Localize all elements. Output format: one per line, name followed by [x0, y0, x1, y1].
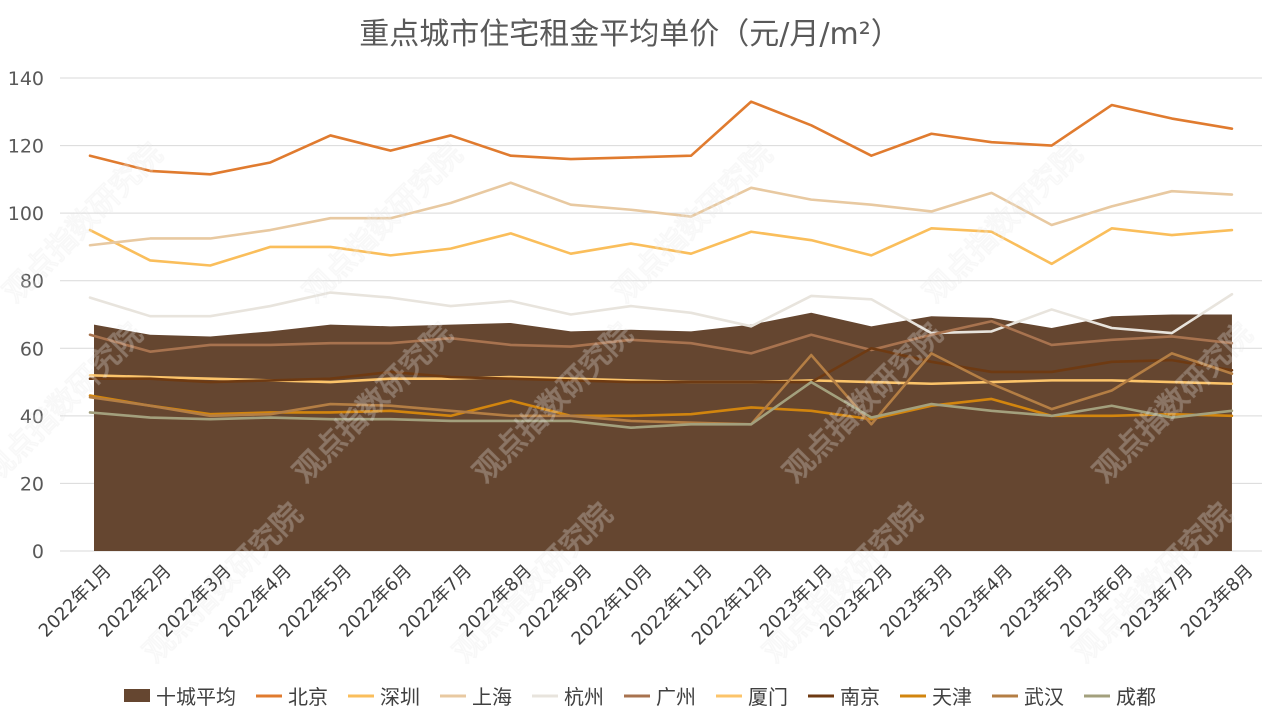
legend-item: 上海 [440, 685, 512, 709]
legend-label: 武汉 [1024, 685, 1064, 709]
watermark-text: 观点指数研究院 [917, 137, 1090, 310]
legend-swatch [124, 689, 150, 702]
y-tick-label: 20 [20, 473, 44, 495]
series-line-4 [88, 319, 1234, 355]
watermark-text: 观点指数研究院 [297, 137, 470, 310]
y-tick-label: 120 [8, 136, 44, 158]
legend-item: 武汉 [992, 685, 1064, 709]
y-tick-label: 60 [20, 338, 44, 360]
legend-label: 广州 [656, 685, 696, 709]
y-tick-label: 0 [32, 541, 44, 563]
series-line-3 [88, 291, 1234, 335]
legend-item: 深圳 [348, 685, 420, 709]
legend-item: 天津 [900, 685, 972, 709]
legend-item: 厦门 [716, 685, 788, 709]
legend-label: 杭州 [564, 685, 604, 709]
legend-item: 杭州 [532, 685, 604, 709]
legend-label: 成都 [1116, 685, 1156, 709]
series-line-0 [88, 100, 1234, 176]
series-line-6 [88, 346, 1234, 384]
legend-item: 十城平均 [124, 685, 236, 709]
legend-label: 十城平均 [156, 685, 236, 709]
legend-label: 厦门 [748, 685, 788, 709]
area-series [94, 312, 1232, 551]
legend-label: 上海 [472, 685, 512, 709]
watermark-text: 观点指数研究院 [607, 137, 780, 310]
legend-label: 北京 [288, 685, 328, 709]
y-tick-label: 140 [8, 68, 44, 90]
legend-label: 南京 [840, 685, 880, 709]
chart-title: 重点城市住宅租金平均单价（元/月/m²） [359, 17, 900, 52]
y-tick-label: 40 [20, 406, 44, 428]
legend-label: 深圳 [380, 685, 420, 709]
series-line-9 [88, 380, 1234, 429]
line-series [88, 100, 1234, 429]
area-ten-city-average [94, 312, 1232, 551]
legend-item: 成都 [1084, 685, 1156, 709]
legend-item: 广州 [624, 685, 696, 709]
series-line-8 [88, 352, 1234, 426]
y-tick-label: 80 [20, 271, 44, 293]
legend-item: 北京 [256, 685, 328, 709]
legend: 十城平均 北京 深圳 上海 杭州 广州 厦门 南京 天津 武汉 成都 [124, 685, 1156, 709]
series-line-1 [88, 227, 1234, 267]
y-axis: 0 20 40 60 80 100 120 140 [8, 68, 44, 563]
series-line-2 [88, 181, 1234, 247]
y-tick-label: 100 [8, 203, 44, 225]
legend-label: 天津 [932, 685, 972, 709]
legend-item: 南京 [808, 685, 880, 709]
